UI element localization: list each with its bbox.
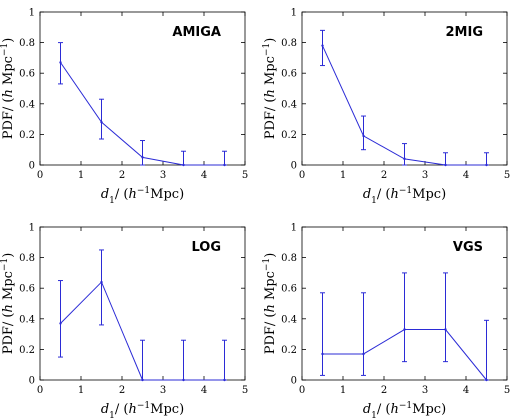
x-tick-label: 5 [242,170,248,181]
y-tick-label: 0.2 [281,130,297,141]
y-tick-label: 0.2 [19,130,35,141]
x-tick-label: 3 [160,170,166,181]
data-point [362,352,365,356]
axes-frame [301,226,508,381]
x-tick-label: 2 [119,170,125,181]
x-tick-label: 5 [242,385,248,396]
panel-title: AMIGA [172,25,221,40]
data-point [182,163,185,167]
y-tick-label: 1 [29,8,35,19]
data-point [59,322,62,325]
x-tick-label: 1 [78,385,84,396]
data-point [223,378,226,382]
y-tick-label: 0.4 [281,99,297,110]
y-tick-label: 0.4 [19,314,35,325]
data-point [141,156,144,159]
x-tick-label: 3 [160,385,166,396]
y-axis-label: PDF/ (h Mpc−1) [262,253,278,355]
y-tick-label: 1 [29,223,35,234]
data-point [182,378,185,382]
data-point [485,378,488,382]
y-tick-label: 0 [29,161,35,172]
x-tick-label: 1 [340,385,346,396]
x-axis-label: d1/ (h−1Mpc) [101,401,184,418]
data-point [141,378,144,382]
x-tick-label: 1 [78,170,84,181]
data-point [403,328,406,331]
x-tick-label: 4 [463,385,469,396]
x-tick-label: 4 [201,385,207,396]
y-axis-label: PDF/ (h Mpc−1) [0,253,16,355]
data-point [321,44,324,47]
x-tick-label: 2 [119,385,125,396]
data-point [321,352,324,356]
x-tick-label: 4 [463,170,469,181]
y-tick-label: 0.8 [19,38,35,49]
y-tick-label: 0.2 [281,345,297,356]
y-tick-label: 0.8 [19,253,35,264]
y-tick-label: 0.4 [281,314,297,325]
x-tick-label: 2 [381,170,387,181]
y-tick-label: 0.4 [19,99,35,110]
x-axis-label: d1/ (h−1Mpc) [101,186,184,206]
data-point [100,280,103,284]
y-axis-label: PDF/ (h Mpc−1) [0,38,16,140]
x-tick-label: 0 [299,170,305,181]
x-tick-label: 5 [504,385,510,396]
x-tick-label: 0 [37,170,43,181]
x-tick-label: 3 [422,385,428,396]
data-point [223,163,226,167]
y-tick-label: 0.2 [19,345,35,356]
panel-2mig: 0 1 2 3 4 5 0 0.2 0.4 0.6 0.8 1 d1/ (h−1Mpc) PDF/ (h … [262,8,510,207]
x-tick-label: 0 [37,385,43,396]
y-tick-label: 0.6 [281,284,297,295]
data-point [100,120,103,124]
panel-title: LOG [191,240,221,255]
y-tick-label: 0.8 [281,253,297,264]
data-point [485,163,488,167]
y-tick-label: 0.8 [281,38,297,49]
panel-vgs: 0 1 2 3 4 5 0 0.2 0.4 0.6 0.8 1 d1/ (h−1Mpc) PDF/ (h … [262,223,510,418]
x-tick-label: 2 [381,385,387,396]
x-tick-label: 3 [422,170,428,181]
panel-title: VGS [453,240,483,255]
panel-amiga: 0 1 2 3 4 5 0 0.2 0.4 0.6 0.8 1 d1/ (h−1Mpc) PDF/ (h … [0,8,248,207]
y-tick-label: 0 [291,376,297,387]
x-tick-label: 1 [340,170,346,181]
y-tick-label: 0.6 [19,284,35,295]
y-tick-label: 0 [29,376,35,387]
data-point [59,61,62,64]
x-axis-label: d1/ (h−1Mpc) [363,186,446,206]
y-tick-label: 0.6 [281,69,297,80]
data-point [362,134,365,138]
panel-title: 2MIG [446,25,484,40]
x-axis-label: d1/ (h−1Mpc) [363,401,446,418]
y-tick-label: 0.6 [19,69,35,80]
panel-log: 0 1 2 3 4 5 0 0.2 0.4 0.6 0.8 1 d1/ (h−1Mpc) PDF/ (h … [0,223,248,418]
x-tick-label: 0 [299,385,305,396]
data-point [403,157,406,161]
y-axis-label: PDF/ (h Mpc−1) [262,38,278,140]
x-tick-label: 4 [201,170,207,181]
y-tick-label: 0 [291,161,297,172]
data-point [444,163,447,167]
data-point [444,328,447,331]
y-tick-label: 1 [291,223,297,234]
y-tick-label: 1 [291,8,297,19]
x-tick-label: 5 [504,170,510,181]
